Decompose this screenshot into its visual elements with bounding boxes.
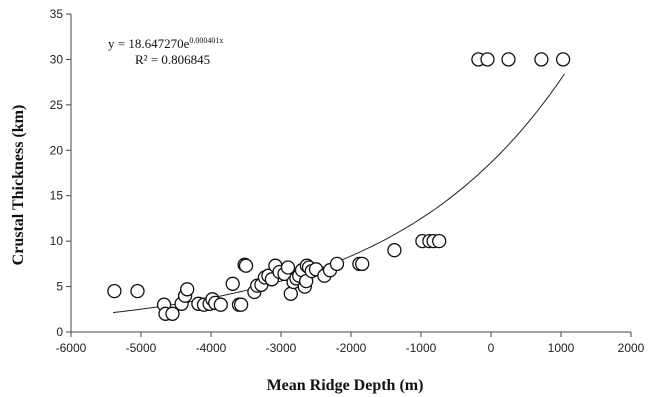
- data-point: [225, 276, 240, 291]
- trendline-equation: y = 18.647270e0.000401x: [108, 36, 223, 51]
- data-point: [180, 282, 195, 297]
- x-tick-label: -1000: [406, 341, 437, 355]
- y-tick-label: 30: [50, 52, 64, 66]
- x-tick-label: -4000: [196, 341, 227, 355]
- x-axis-title: Mean Ridge Depth (m): [267, 377, 424, 394]
- x-tick-label: -5000: [126, 341, 157, 355]
- x-axis-ticks: -6000 -5000 -4000 -3000 -2000 -1000 0 1000 2000: [56, 332, 645, 355]
- exponential-trendline: [112, 73, 565, 314]
- r-squared-label: R² = 0.806845: [135, 52, 210, 67]
- x-tick-label: -2000: [336, 341, 367, 355]
- y-tick-label: 0: [56, 325, 63, 339]
- data-point: [501, 52, 516, 67]
- x-tick-label: 0: [488, 341, 495, 355]
- x-tick-label: -3000: [266, 341, 297, 355]
- data-point: [329, 256, 345, 272]
- data-points: [107, 52, 571, 321]
- data-point: [387, 243, 402, 258]
- equation-exponent: 0.000401x: [189, 36, 223, 45]
- equation-prefix: y = 18.647270e: [108, 36, 190, 51]
- y-tick-label: 20: [50, 143, 64, 157]
- data-point: [165, 306, 180, 321]
- data-point: [213, 297, 228, 312]
- y-tick-label: 5: [56, 280, 63, 294]
- y-axis-title: Crustal Thickness (km): [10, 105, 27, 266]
- y-axis-ticks: 0 5 10 15 20 25 30 35: [50, 7, 71, 339]
- data-point: [130, 283, 145, 299]
- data-point: [432, 233, 447, 249]
- data-point: [480, 52, 495, 67]
- y-tick-label: 35: [50, 7, 64, 21]
- y-tick-label: 25: [50, 98, 64, 112]
- data-point: [555, 52, 571, 67]
- y-tick-label: 10: [50, 234, 64, 248]
- data-point: [107, 283, 122, 299]
- data-point: [280, 260, 296, 275]
- data-point: [238, 258, 254, 273]
- data-point: [355, 256, 370, 272]
- x-tick-label: 2000: [618, 341, 645, 355]
- data-point: [233, 297, 249, 312]
- x-tick-label: 1000: [548, 341, 575, 355]
- y-tick-label: 15: [50, 189, 64, 203]
- data-point: [283, 286, 298, 301]
- x-tick-label: -6000: [56, 341, 87, 355]
- data-point: [534, 52, 549, 67]
